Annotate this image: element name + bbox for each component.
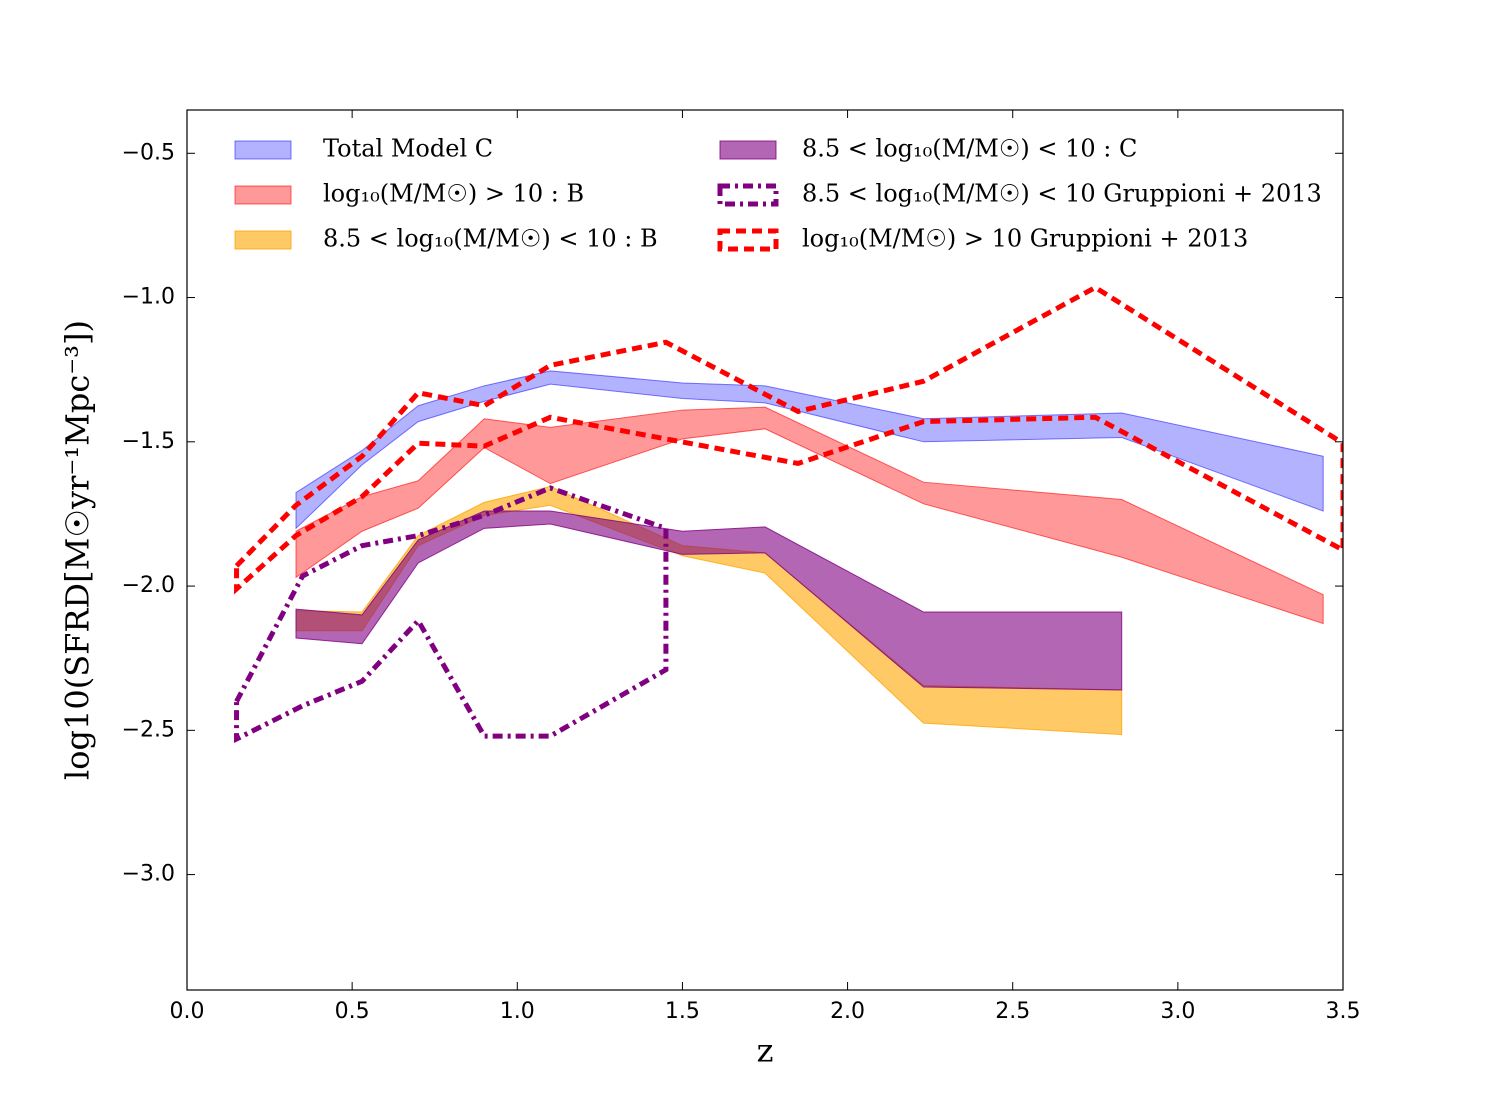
legend-label: 8.5 < log₁₀(M/M☉) < 10 Gruppioni + 2013 — [802, 180, 1322, 208]
legend-swatch — [717, 183, 779, 207]
legend-label: 8.5 < log₁₀(M/M☉) < 10 : B — [323, 225, 658, 253]
x-tick-label: 1.5 — [665, 999, 700, 1024]
y-tick-label: −3.0 — [122, 862, 175, 887]
legend-label: Total Model C — [323, 135, 493, 163]
y-tick-label: −2.0 — [122, 573, 175, 598]
band — [295, 510, 1123, 691]
x-tick-label: 0.5 — [335, 999, 370, 1024]
x-tick-label: 2.0 — [830, 999, 865, 1024]
y-axis-label: log10(SFRD[M☉yr⁻¹Mpc⁻³]) — [59, 320, 97, 780]
band — [295, 406, 1324, 625]
legend-swatch — [717, 228, 779, 252]
x-tick-label: 3.0 — [1160, 999, 1195, 1024]
legend-swatch — [234, 140, 292, 160]
y-tick-label: −2.5 — [122, 717, 175, 742]
x-tick-label: 3.5 — [1326, 999, 1361, 1024]
y-tick-label: −0.5 — [122, 140, 175, 165]
band — [295, 370, 1324, 530]
legend-label: log₁₀(M/M☉) > 10 : B — [323, 180, 584, 208]
x-tick-label: 2.5 — [995, 999, 1030, 1024]
legend-swatch — [234, 230, 292, 250]
plot-area — [234, 284, 1343, 744]
legend-label: log₁₀(M/M☉) > 10 Gruppioni + 2013 — [802, 225, 1248, 253]
legend-label: 8.5 < log₁₀(M/M☉) < 10 : C — [802, 135, 1137, 163]
y-tick-label: −1.5 — [122, 429, 175, 454]
axes-frame — [186, 109, 1344, 991]
x-tick-label: 0.0 — [170, 999, 205, 1024]
band — [234, 485, 669, 744]
legend-swatch — [234, 185, 292, 205]
band — [234, 284, 1343, 595]
legend-swatch — [719, 140, 777, 160]
x-axis-label: z — [757, 1032, 774, 1070]
x-tick-label: 1.0 — [500, 999, 535, 1024]
y-tick-label: −1.0 — [122, 285, 175, 310]
